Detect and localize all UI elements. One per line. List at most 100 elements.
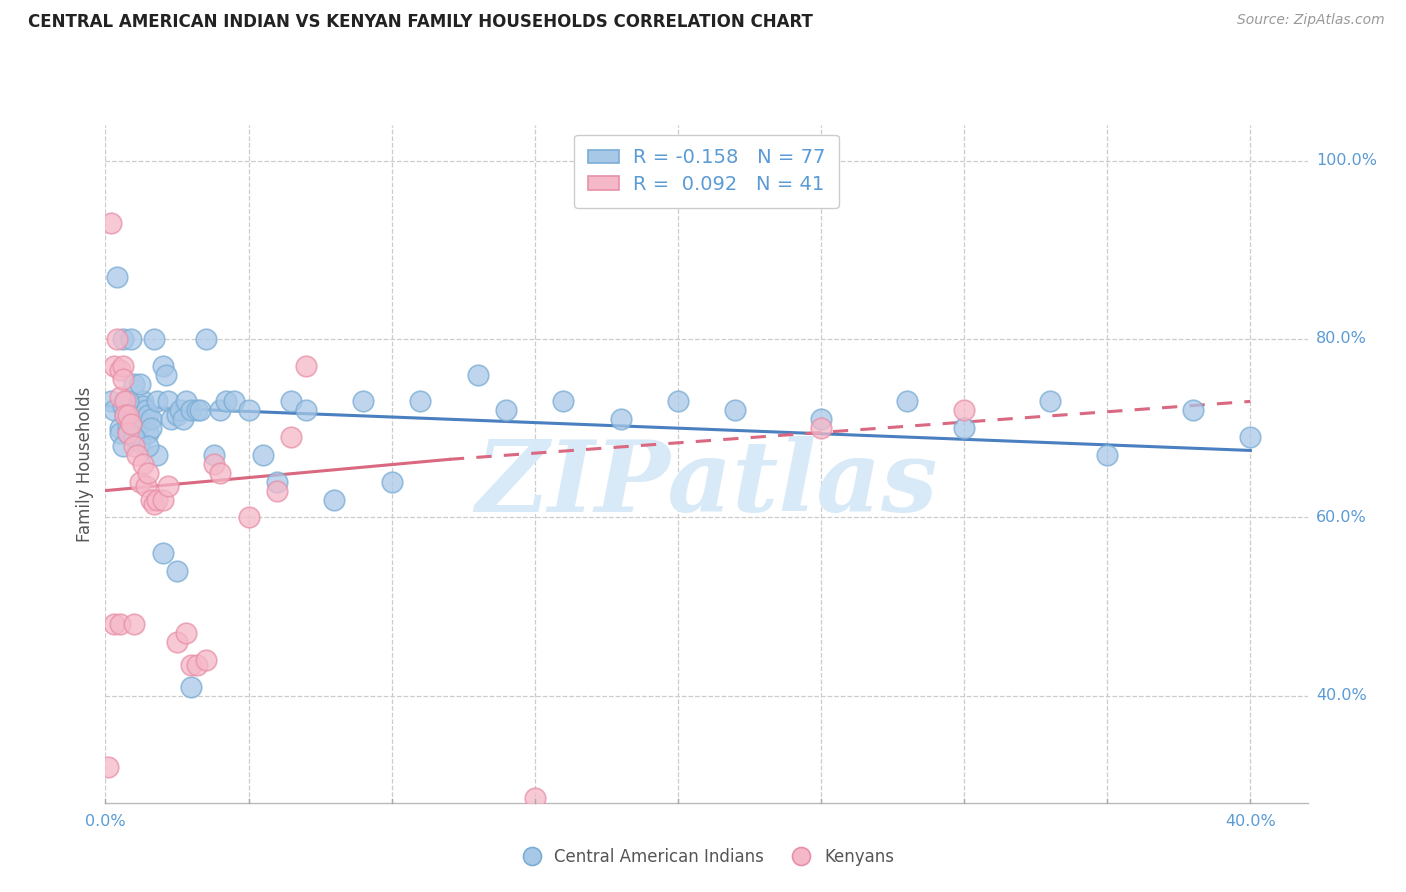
Point — [186, 403, 208, 417]
Point — [111, 399, 134, 413]
Point — [108, 363, 131, 377]
Point — [295, 359, 318, 373]
Point — [214, 394, 236, 409]
Point — [108, 421, 131, 435]
Point — [141, 412, 163, 426]
Point — [202, 448, 225, 462]
Point — [495, 403, 517, 417]
Point — [157, 479, 180, 493]
Point — [138, 439, 160, 453]
Point — [120, 332, 142, 346]
Point — [323, 492, 346, 507]
Point — [141, 421, 163, 435]
Point — [180, 680, 202, 694]
Point — [143, 332, 166, 346]
Text: ZIPatlas: ZIPatlas — [475, 436, 938, 533]
Point — [143, 497, 166, 511]
Point — [238, 403, 260, 417]
Point — [724, 403, 747, 417]
Point — [117, 408, 139, 422]
Point — [125, 412, 148, 426]
Text: 0.0%: 0.0% — [86, 814, 125, 829]
Point — [120, 412, 142, 426]
Point — [188, 403, 211, 417]
Point — [122, 376, 145, 391]
Text: CENTRAL AMERICAN INDIAN VS KENYAN FAMILY HOUSEHOLDS CORRELATION CHART: CENTRAL AMERICAN INDIAN VS KENYAN FAMILY… — [28, 13, 813, 31]
Point — [131, 399, 153, 413]
Point — [138, 466, 160, 480]
Point — [166, 408, 188, 422]
Legend: Central American Indians, Kenyans: Central American Indians, Kenyans — [512, 841, 901, 872]
Point — [105, 332, 128, 346]
Point — [202, 457, 225, 471]
Point — [174, 626, 197, 640]
Point — [160, 412, 183, 426]
Y-axis label: Family Households: Family Households — [76, 386, 94, 541]
Text: Source: ZipAtlas.com: Source: ZipAtlas.com — [1237, 13, 1385, 28]
Point — [157, 394, 180, 409]
Point — [117, 394, 139, 409]
Point — [114, 408, 136, 422]
Point — [896, 394, 918, 409]
Point — [138, 425, 160, 440]
Point — [122, 617, 145, 632]
Point — [810, 412, 832, 426]
Point — [166, 635, 188, 649]
Point — [609, 412, 631, 426]
Point — [208, 466, 231, 480]
Point — [194, 653, 217, 667]
Point — [953, 403, 976, 417]
Point — [138, 408, 160, 422]
Point — [295, 403, 318, 417]
Point — [146, 448, 169, 462]
Point — [135, 403, 157, 417]
Point — [409, 394, 432, 409]
Point — [122, 408, 145, 422]
Point — [523, 791, 546, 805]
Point — [100, 394, 122, 409]
Point — [172, 412, 194, 426]
Point — [125, 448, 148, 462]
Point — [111, 359, 134, 373]
Text: 40.0%: 40.0% — [1316, 689, 1367, 703]
Point — [174, 394, 197, 409]
Point — [122, 439, 145, 453]
Point — [352, 394, 374, 409]
Point — [280, 430, 302, 444]
Point — [1095, 448, 1118, 462]
Point — [128, 434, 150, 449]
Point — [141, 492, 163, 507]
Point — [266, 475, 288, 489]
Point — [108, 425, 131, 440]
Point — [114, 408, 136, 422]
Point — [186, 657, 208, 672]
Text: 40.0%: 40.0% — [1225, 814, 1275, 829]
Point — [105, 269, 128, 284]
Point — [224, 394, 246, 409]
Point — [553, 394, 575, 409]
Point — [114, 394, 136, 409]
Point — [111, 332, 134, 346]
Point — [280, 394, 302, 409]
Point — [111, 372, 134, 386]
Point — [238, 510, 260, 524]
Point — [131, 394, 153, 409]
Point — [208, 403, 231, 417]
Point — [120, 417, 142, 431]
Point — [135, 479, 157, 493]
Point — [125, 403, 148, 417]
Point — [1239, 430, 1261, 444]
Point — [180, 403, 202, 417]
Text: 80.0%: 80.0% — [1316, 332, 1367, 346]
Point — [166, 564, 188, 578]
Point — [146, 492, 169, 507]
Point — [155, 368, 177, 382]
Point — [152, 546, 174, 560]
Text: 100.0%: 100.0% — [1316, 153, 1376, 168]
Point — [120, 417, 142, 431]
Point — [953, 421, 976, 435]
Point — [169, 403, 191, 417]
Point — [467, 368, 489, 382]
Point — [122, 430, 145, 444]
Point — [666, 394, 689, 409]
